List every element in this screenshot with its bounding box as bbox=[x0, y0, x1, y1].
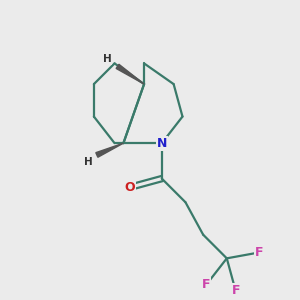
Text: O: O bbox=[124, 181, 135, 194]
Text: H: H bbox=[103, 54, 112, 64]
Text: N: N bbox=[157, 137, 167, 150]
Text: F: F bbox=[202, 278, 210, 291]
Text: H: H bbox=[84, 158, 92, 167]
Polygon shape bbox=[116, 64, 144, 84]
Text: F: F bbox=[231, 284, 240, 297]
Text: F: F bbox=[255, 246, 263, 259]
Polygon shape bbox=[96, 143, 123, 157]
